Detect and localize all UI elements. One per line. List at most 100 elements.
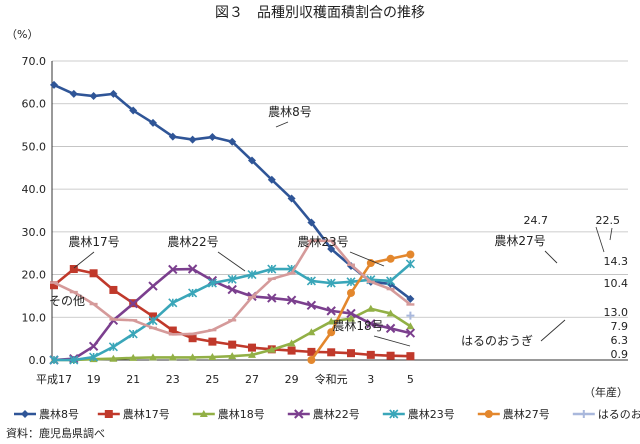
point-1-9 [228, 340, 237, 349]
legend-label-3: 農林22号 [313, 407, 360, 421]
point-6-18 [406, 311, 415, 320]
point-0-0 [50, 80, 58, 89]
callout-leader-0 [275, 121, 289, 128]
point-5-13 [307, 356, 316, 364]
source-note: 資料：鹿児島県調べ [6, 426, 105, 440]
point-4-2 [89, 352, 99, 362]
point-7-10 [248, 296, 256, 299]
y-tick-label-7: 70.0 [22, 55, 47, 68]
point-0-5 [149, 118, 157, 127]
point-1-0 [50, 281, 58, 290]
point-0-12 [287, 194, 296, 203]
point-7-17 [386, 287, 395, 291]
point-2-16 [366, 304, 375, 312]
series-line-5 [310, 253, 411, 361]
point-3-12 [286, 295, 297, 305]
point-2-18 [406, 322, 415, 330]
point-7-4 [129, 319, 138, 322]
point-7-15 [347, 263, 355, 266]
x-tick-label-0: 平成17 [36, 373, 72, 386]
callout-leader-4 [544, 250, 558, 264]
point-0-8 [208, 133, 217, 142]
point-2-3 [109, 354, 118, 362]
callout-label-7: はるのおうぎ [461, 334, 533, 348]
chart-title: 図３ 品種別収穫面積割合の推移 [215, 4, 425, 21]
legend-marker-2 [199, 410, 208, 417]
y-tick-label-2: 20.0 [22, 269, 47, 282]
point-5-14 [327, 328, 336, 337]
point-1-12 [287, 346, 296, 355]
point-4-3 [108, 342, 118, 352]
legend-marker-5 [484, 410, 493, 418]
legend: 農林8号農林17号農林18号農林22号農林23号農林27号はるのおうぎその他 [14, 407, 640, 421]
point-1-14 [327, 348, 336, 357]
legend-marker-0 [21, 410, 29, 418]
x-tick-label-1: 19 [87, 373, 101, 386]
legend-label-0: 農林8号 [39, 407, 79, 421]
point-2-17 [386, 309, 395, 317]
point-4-7 [188, 288, 198, 298]
point-3-16 [366, 318, 376, 329]
callout-leaders [73, 121, 613, 347]
point-3-18 [405, 328, 416, 338]
point-2-7 [188, 353, 197, 361]
callout-label-2: 農林22号 [167, 235, 218, 249]
point-7-16 [366, 280, 375, 284]
y-tick-label-4: 40.0 [22, 183, 47, 196]
point-7-1 [69, 290, 78, 294]
point-1-7 [188, 334, 197, 343]
point-7-12 [287, 272, 296, 275]
point-3-13 [306, 300, 317, 311]
series-5 [307, 250, 415, 364]
point-4-18 [405, 259, 415, 269]
end-label-2: 14.3 [604, 255, 629, 268]
point-3-11 [267, 293, 277, 303]
series-line-0 [53, 83, 412, 300]
y-tick-label-1: 10.0 [22, 311, 47, 324]
point-4-9 [227, 274, 237, 284]
point-1-6 [168, 326, 177, 335]
point-0-11 [267, 175, 276, 184]
x-tick-label-8: 3 [367, 373, 374, 386]
series-0 [50, 80, 415, 303]
callout-label-6: その他 [49, 294, 85, 308]
y-tick-label-6: 60.0 [22, 98, 47, 111]
point-0-14 [327, 244, 336, 253]
point-7-3 [109, 318, 118, 321]
end-leader-1 [609, 227, 613, 241]
x-axis-label: （年産） [584, 385, 628, 399]
point-0-18 [406, 294, 415, 303]
legend-label-1: 農林17号 [123, 407, 170, 421]
callout-label-5: 農林18号 [332, 319, 383, 333]
y-tick-labels: 0.0 10.0 20.0 30.0 40.0 50.0 60.0 70.0 [22, 55, 47, 367]
end-label-5: 7.9 [611, 320, 629, 333]
point-2-11 [267, 345, 276, 353]
point-7-0 [50, 281, 58, 284]
point-4-11 [267, 264, 277, 274]
point-3-4 [128, 298, 138, 309]
point-1-18 [406, 352, 415, 361]
point-4-8 [207, 278, 217, 288]
legend-item-2: 農林18号 [192, 407, 265, 421]
point-1-15 [347, 349, 355, 358]
point-5-17 [386, 254, 395, 263]
x-tick-label-3: 23 [166, 373, 180, 386]
point-1-1 [69, 265, 78, 274]
point-3-5 [148, 281, 158, 291]
point-1-5 [149, 312, 157, 321]
end-label-3: 13.0 [604, 306, 629, 319]
legend-item-1: 農林17号 [97, 407, 170, 421]
legend-label-4: 農林23号 [408, 407, 455, 421]
callout-label-0: 農林8号 [268, 105, 312, 119]
legend-label-5: 農林27号 [503, 407, 550, 421]
point-7-7 [188, 332, 197, 336]
x-tick-label-5: 27 [245, 373, 259, 386]
legend-marker-6 [579, 410, 588, 418]
point-0-1 [69, 89, 78, 98]
y-tick-label-5: 50.0 [22, 140, 47, 153]
point-7-11 [267, 277, 276, 281]
callout-label-1: 農林17号 [68, 235, 119, 249]
